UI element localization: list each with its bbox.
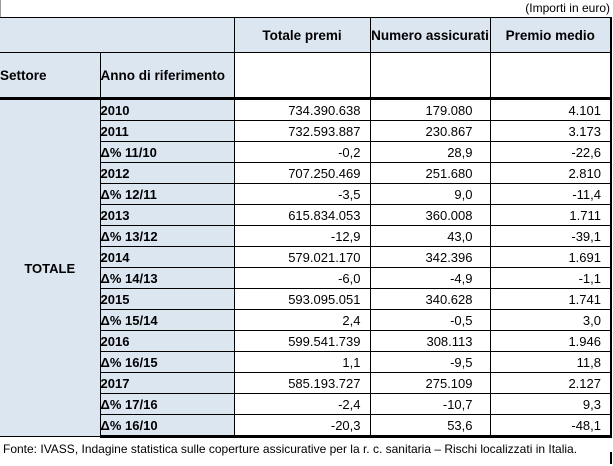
value-cell: 2,4 — [233, 309, 371, 331]
value-cell: -0,5 — [369, 309, 491, 331]
table-row: Δ% 13/12 -12,9 43,0 -39,1 — [0, 225, 612, 247]
table-row: 2015 593.095.051 340.628 1.741 — [0, 288, 612, 310]
row-label: Δ% 13/12 — [100, 225, 235, 247]
value-cell: 3,0 — [489, 309, 612, 331]
value-cell: -4,9 — [369, 267, 491, 289]
blank-header-cell — [233, 52, 371, 99]
value-cell: 28,9 — [369, 141, 491, 163]
table-row: 2011 732.593.887 230.867 3.173 — [0, 120, 612, 142]
row-label: Δ% 16/15 — [100, 351, 235, 373]
cursor-artifact — [610, 452, 612, 464]
table-row: Δ% 17/16 -2,4 -10,7 9,3 — [0, 393, 612, 415]
row-label: Δ% 12/11 — [100, 183, 235, 205]
col-header-totale-premi: Totale premi — [233, 17, 371, 53]
table-body: TOTALE 2010 734.390.638 179.080 4.101 2011 732… — [0, 97, 612, 438]
value-cell: -11,4 — [489, 183, 612, 205]
col-header-numero-assicurati: Numero assicurati — [369, 17, 491, 53]
corner-cell — [0, 17, 235, 53]
table-row: Δ% 12/11 -3,5 9,0 -11,4 — [0, 183, 612, 205]
row-label: 2011 — [100, 120, 235, 142]
value-cell: 1,1 — [233, 351, 371, 373]
value-cell: 3.173 — [489, 120, 612, 142]
value-cell: 308.113 — [369, 330, 491, 352]
value-cell: 1.711 — [489, 204, 612, 226]
group-label-totale: TOTALE — [0, 97, 101, 437]
row-label: 2012 — [100, 162, 235, 184]
value-cell: 53,6 — [369, 414, 491, 438]
value-cell: -39,1 — [489, 225, 612, 247]
premiums-table: Totale premi Numero assicurati Premio me… — [0, 17, 612, 438]
row-label: 2016 — [100, 330, 235, 352]
col-header-premio-medio: Premio medio — [489, 17, 612, 53]
value-cell: -3,5 — [233, 183, 371, 205]
value-cell: -20,3 — [233, 414, 371, 438]
row-label: Δ% 11/10 — [100, 141, 235, 163]
value-cell: -1,1 — [489, 267, 612, 289]
table-row: 2016 599.541.739 308.113 1.946 — [0, 330, 612, 352]
row-label: 2010 — [99, 97, 235, 121]
row-label: Δ% 14/13 — [100, 267, 235, 289]
value-cell: 732.593.887 — [233, 120, 371, 142]
value-cell: -48,1 — [489, 414, 612, 438]
row-label: Δ% 15/14 — [100, 309, 235, 331]
value-cell: -12,9 — [233, 225, 371, 247]
blank-header-cell — [369, 52, 491, 99]
value-cell: 599.541.739 — [233, 330, 371, 352]
value-cell: 593.095.051 — [233, 288, 371, 310]
row-label: 2015 — [100, 288, 235, 310]
value-cell: 1.946 — [489, 330, 612, 352]
value-cell: 4.101 — [489, 97, 612, 121]
value-cell: -22,6 — [489, 141, 612, 163]
row-label: Δ% 17/16 — [100, 393, 235, 415]
value-cell: -6,0 — [233, 267, 371, 289]
value-cell: 340.628 — [369, 288, 491, 310]
row-header-settore: Settore — [0, 52, 101, 99]
value-cell: 11,8 — [489, 351, 612, 373]
column-header-row: Totale premi Numero assicurati Premio me… — [0, 17, 612, 53]
units-note: (Importi in euro) — [525, 1, 610, 15]
blank-header-cell — [489, 52, 612, 99]
page-edge-tick — [0, 0, 1, 17]
row-label: 2017 — [100, 372, 235, 394]
table-row: Δ% 16/15 1,1 -9,5 11,8 — [0, 351, 612, 373]
table-row: Δ% 11/10 -0,2 28,9 -22,6 — [0, 141, 612, 163]
row-header-row: Settore Anno di riferimento — [0, 52, 612, 99]
value-cell: -10,7 — [369, 393, 491, 415]
value-cell: 2.810 — [489, 162, 612, 184]
value-cell: 9,0 — [369, 183, 491, 205]
value-cell: 1.741 — [489, 288, 612, 310]
row-header-anno: Anno di riferimento — [99, 52, 235, 99]
value-cell: 579.021.170 — [233, 246, 371, 268]
value-cell: 585.193.727 — [233, 372, 371, 394]
table-row: TOTALE 2010 734.390.638 179.080 4.101 — [0, 97, 612, 437]
value-cell: 615.834.053 — [233, 204, 371, 226]
value-cell: 9,3 — [489, 393, 612, 415]
source-note: Fonte: IVASS, Indagine statistica sulle … — [3, 442, 578, 456]
row-label: 2014 — [100, 246, 235, 268]
value-cell: -2,4 — [233, 393, 371, 415]
value-cell: 360.008 — [369, 204, 491, 226]
value-cell: 734.390.638 — [233, 97, 371, 121]
value-cell: -9,5 — [369, 351, 491, 373]
value-cell: 251.680 — [369, 162, 491, 184]
table-row: Δ% 16/10 -20,3 53,6 -48,1 — [0, 414, 612, 438]
row-label: Δ% 16/10 — [100, 414, 235, 438]
value-cell: 230.867 — [369, 120, 491, 142]
value-cell: 707.250.469 — [233, 162, 371, 184]
value-cell: -0,2 — [233, 141, 371, 163]
value-cell: 179.080 — [369, 97, 491, 121]
row-label: 2013 — [100, 204, 235, 226]
value-cell: 275.109 — [369, 372, 491, 394]
value-cell: 43,0 — [369, 225, 491, 247]
table-row: Δ% 15/14 2,4 -0,5 3,0 — [0, 309, 612, 331]
table-row: Δ% 14/13 -6,0 -4,9 -1,1 — [0, 267, 612, 289]
value-cell: 1.691 — [489, 246, 612, 268]
value-cell: 2.127 — [489, 372, 612, 394]
value-cell: 342.396 — [369, 246, 491, 268]
table-row: 2013 615.834.053 360.008 1.711 — [0, 204, 612, 226]
